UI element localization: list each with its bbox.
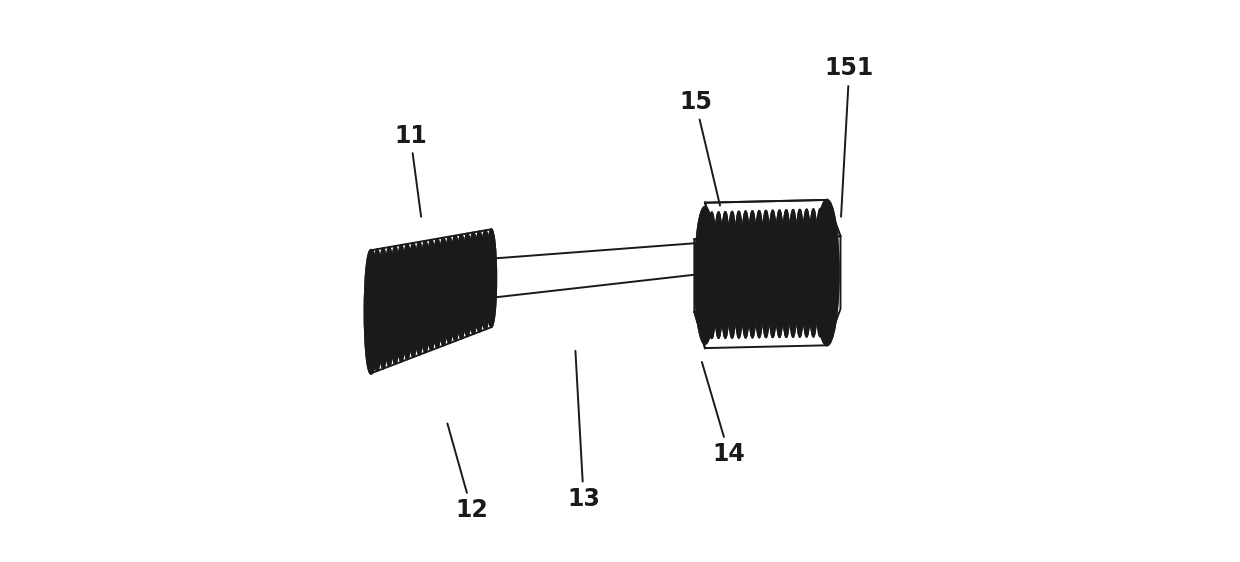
Ellipse shape (408, 243, 418, 357)
Ellipse shape (748, 211, 756, 338)
Ellipse shape (463, 233, 472, 337)
Ellipse shape (755, 211, 764, 338)
Ellipse shape (480, 230, 490, 329)
Ellipse shape (433, 239, 443, 348)
Polygon shape (706, 309, 841, 348)
Ellipse shape (427, 240, 436, 350)
Text: 151: 151 (825, 57, 874, 217)
Ellipse shape (456, 234, 466, 339)
Ellipse shape (696, 207, 714, 344)
Ellipse shape (789, 210, 797, 337)
Ellipse shape (822, 209, 831, 337)
Ellipse shape (802, 209, 811, 337)
Ellipse shape (808, 209, 818, 337)
Text: 15: 15 (680, 90, 720, 206)
Ellipse shape (816, 209, 825, 337)
Ellipse shape (761, 211, 770, 338)
Text: 13: 13 (567, 351, 600, 511)
Ellipse shape (815, 200, 838, 345)
Ellipse shape (769, 210, 777, 337)
Ellipse shape (486, 229, 496, 327)
Ellipse shape (365, 250, 377, 373)
Ellipse shape (366, 250, 376, 373)
Text: 12: 12 (448, 424, 489, 522)
Ellipse shape (372, 249, 382, 371)
Ellipse shape (795, 210, 805, 337)
Ellipse shape (775, 210, 784, 337)
Ellipse shape (728, 211, 737, 338)
Ellipse shape (384, 247, 394, 366)
Ellipse shape (469, 233, 479, 334)
Ellipse shape (414, 242, 424, 355)
Ellipse shape (742, 211, 750, 338)
Ellipse shape (378, 248, 388, 369)
Text: 11: 11 (394, 124, 427, 217)
Ellipse shape (720, 212, 730, 338)
Ellipse shape (396, 245, 407, 362)
Ellipse shape (438, 238, 449, 346)
Ellipse shape (707, 212, 717, 338)
Polygon shape (694, 309, 827, 348)
Ellipse shape (696, 228, 706, 289)
Ellipse shape (475, 232, 485, 332)
Ellipse shape (701, 212, 709, 338)
Ellipse shape (444, 237, 454, 343)
Ellipse shape (391, 246, 401, 364)
Ellipse shape (402, 244, 412, 360)
Ellipse shape (781, 210, 791, 337)
Polygon shape (706, 200, 841, 239)
Ellipse shape (450, 235, 460, 341)
Text: 14: 14 (702, 362, 745, 466)
Ellipse shape (714, 212, 723, 338)
Ellipse shape (420, 241, 430, 352)
Ellipse shape (734, 211, 743, 338)
Polygon shape (694, 200, 827, 239)
